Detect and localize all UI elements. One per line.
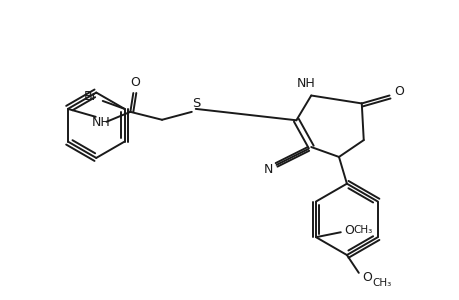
Text: NH: NH — [92, 116, 111, 129]
Text: CH₃: CH₃ — [371, 278, 390, 288]
Text: O: O — [361, 271, 371, 284]
Text: NH: NH — [296, 77, 315, 90]
Text: O: O — [343, 224, 353, 237]
Text: O: O — [130, 76, 140, 88]
Text: N: N — [263, 163, 273, 176]
Text: S: S — [192, 98, 201, 110]
Text: CH₃: CH₃ — [352, 225, 371, 235]
Text: Br: Br — [84, 91, 98, 103]
Text: O: O — [394, 85, 403, 98]
